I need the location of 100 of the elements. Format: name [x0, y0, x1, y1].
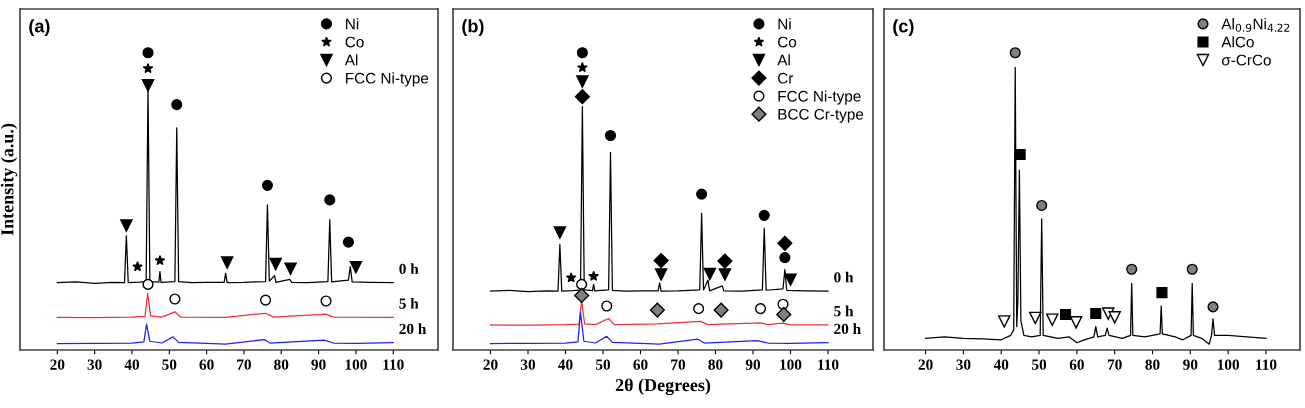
x-tick-label: 50: [162, 359, 177, 370]
point: [1059, 308, 1072, 320]
x-tick-label: 70: [237, 359, 251, 370]
point: [120, 219, 133, 232]
point: [574, 89, 590, 105]
point: [171, 99, 183, 111]
x-tick-label: 20: [50, 359, 65, 370]
legend-label: FCC Ni-type: [778, 90, 861, 105]
x-tick-label: 50: [1032, 359, 1047, 370]
series-label: 5 h: [399, 297, 419, 309]
x-tick-label: 90: [745, 359, 761, 370]
x-tick-label: 30: [87, 359, 102, 370]
point: [576, 75, 589, 88]
point: [1009, 47, 1021, 59]
point: [1108, 311, 1121, 324]
point: [154, 254, 166, 266]
legend-label: Cr: [778, 72, 794, 84]
point: [1029, 311, 1042, 325]
legend-label: BCC Cr-type: [778, 108, 864, 123]
x-tick-label: 80: [708, 359, 723, 370]
point: [349, 260, 363, 274]
x-tick-label: 60: [199, 359, 214, 370]
legend-label: σ-CrCo: [1221, 54, 1271, 66]
x-tick-label: 20: [483, 359, 498, 370]
point: [142, 278, 154, 290]
legend-label: Ni: [346, 18, 359, 30]
point: [718, 268, 732, 281]
point: [576, 278, 588, 290]
point: [588, 270, 599, 281]
legend-label: Al: [777, 54, 790, 66]
point: [574, 287, 590, 304]
point: [758, 209, 770, 221]
x-axis-title: 2θ (Degrees): [615, 378, 711, 396]
point: [653, 252, 669, 269]
legend-label: Al: [344, 54, 358, 66]
point: [998, 315, 1011, 328]
y-axis-title: Intensity (a.u.): [0, 123, 18, 236]
point: [649, 302, 665, 318]
point: [703, 267, 717, 281]
x-tick-label: 40: [558, 359, 573, 370]
x-tick-label: 80: [1145, 359, 1160, 370]
point: [1036, 199, 1048, 211]
point: [142, 47, 154, 59]
point: [1126, 263, 1138, 275]
x-tick-label: 90: [1183, 359, 1198, 370]
point: [220, 256, 234, 269]
point: [604, 129, 617, 142]
chart-title: (b): [462, 19, 484, 37]
series-label: 5 h: [834, 305, 854, 317]
x-tick-label: 30: [520, 359, 536, 370]
legend-label: Co: [778, 36, 797, 48]
legend-label: Al$_{0.9}$Ni$_{4.22}$: [1221, 18, 1290, 32]
x-tick-label: 110: [1256, 359, 1277, 370]
x-tick-label: 100: [780, 359, 802, 370]
point: [717, 253, 733, 269]
series-label: 0 h: [399, 263, 419, 275]
x-tick-label: 20: [918, 359, 933, 370]
point: [779, 252, 791, 264]
point: [324, 194, 336, 206]
point: [713, 302, 729, 318]
point: [142, 62, 154, 74]
point: [261, 179, 273, 191]
point: [141, 79, 155, 92]
point: [784, 273, 797, 287]
point: [696, 188, 708, 200]
legend-label: Co: [345, 36, 364, 48]
x-tick-label: 90: [311, 359, 326, 370]
legend-label: FCC Ni-type: [346, 72, 429, 87]
series-label: 20 h: [399, 323, 427, 335]
series-label: 20 h: [834, 323, 861, 335]
x-tick-label: 80: [274, 359, 289, 370]
point: [776, 306, 792, 323]
legend-label: AlCo: [1221, 36, 1254, 48]
point: [577, 62, 588, 73]
x-tick-label: 70: [671, 359, 686, 370]
point: [1090, 308, 1102, 320]
x-tick-label: 100: [345, 359, 367, 370]
x-tick-label: 100: [1217, 359, 1240, 370]
point: [269, 257, 282, 271]
point: [576, 47, 588, 59]
point: [1186, 263, 1198, 275]
point: [1207, 301, 1219, 313]
x-tick-label: 40: [993, 359, 1009, 370]
point: [132, 261, 143, 272]
point: [342, 236, 354, 248]
x-tick-label: 110: [383, 359, 404, 370]
point: [565, 272, 577, 283]
legend-label: Ni: [778, 18, 791, 30]
point: [777, 235, 793, 251]
chart-title: (c): [893, 19, 914, 37]
x-tick-label: 110: [818, 359, 839, 370]
point: [260, 294, 272, 306]
x-tick-label: 40: [124, 359, 140, 370]
point: [553, 226, 567, 239]
point: [320, 295, 332, 307]
point: [1156, 287, 1168, 299]
point: [654, 268, 668, 281]
point: [1069, 316, 1083, 329]
x-tick-label: 70: [1107, 359, 1122, 370]
x-tick-label: 50: [595, 359, 611, 370]
